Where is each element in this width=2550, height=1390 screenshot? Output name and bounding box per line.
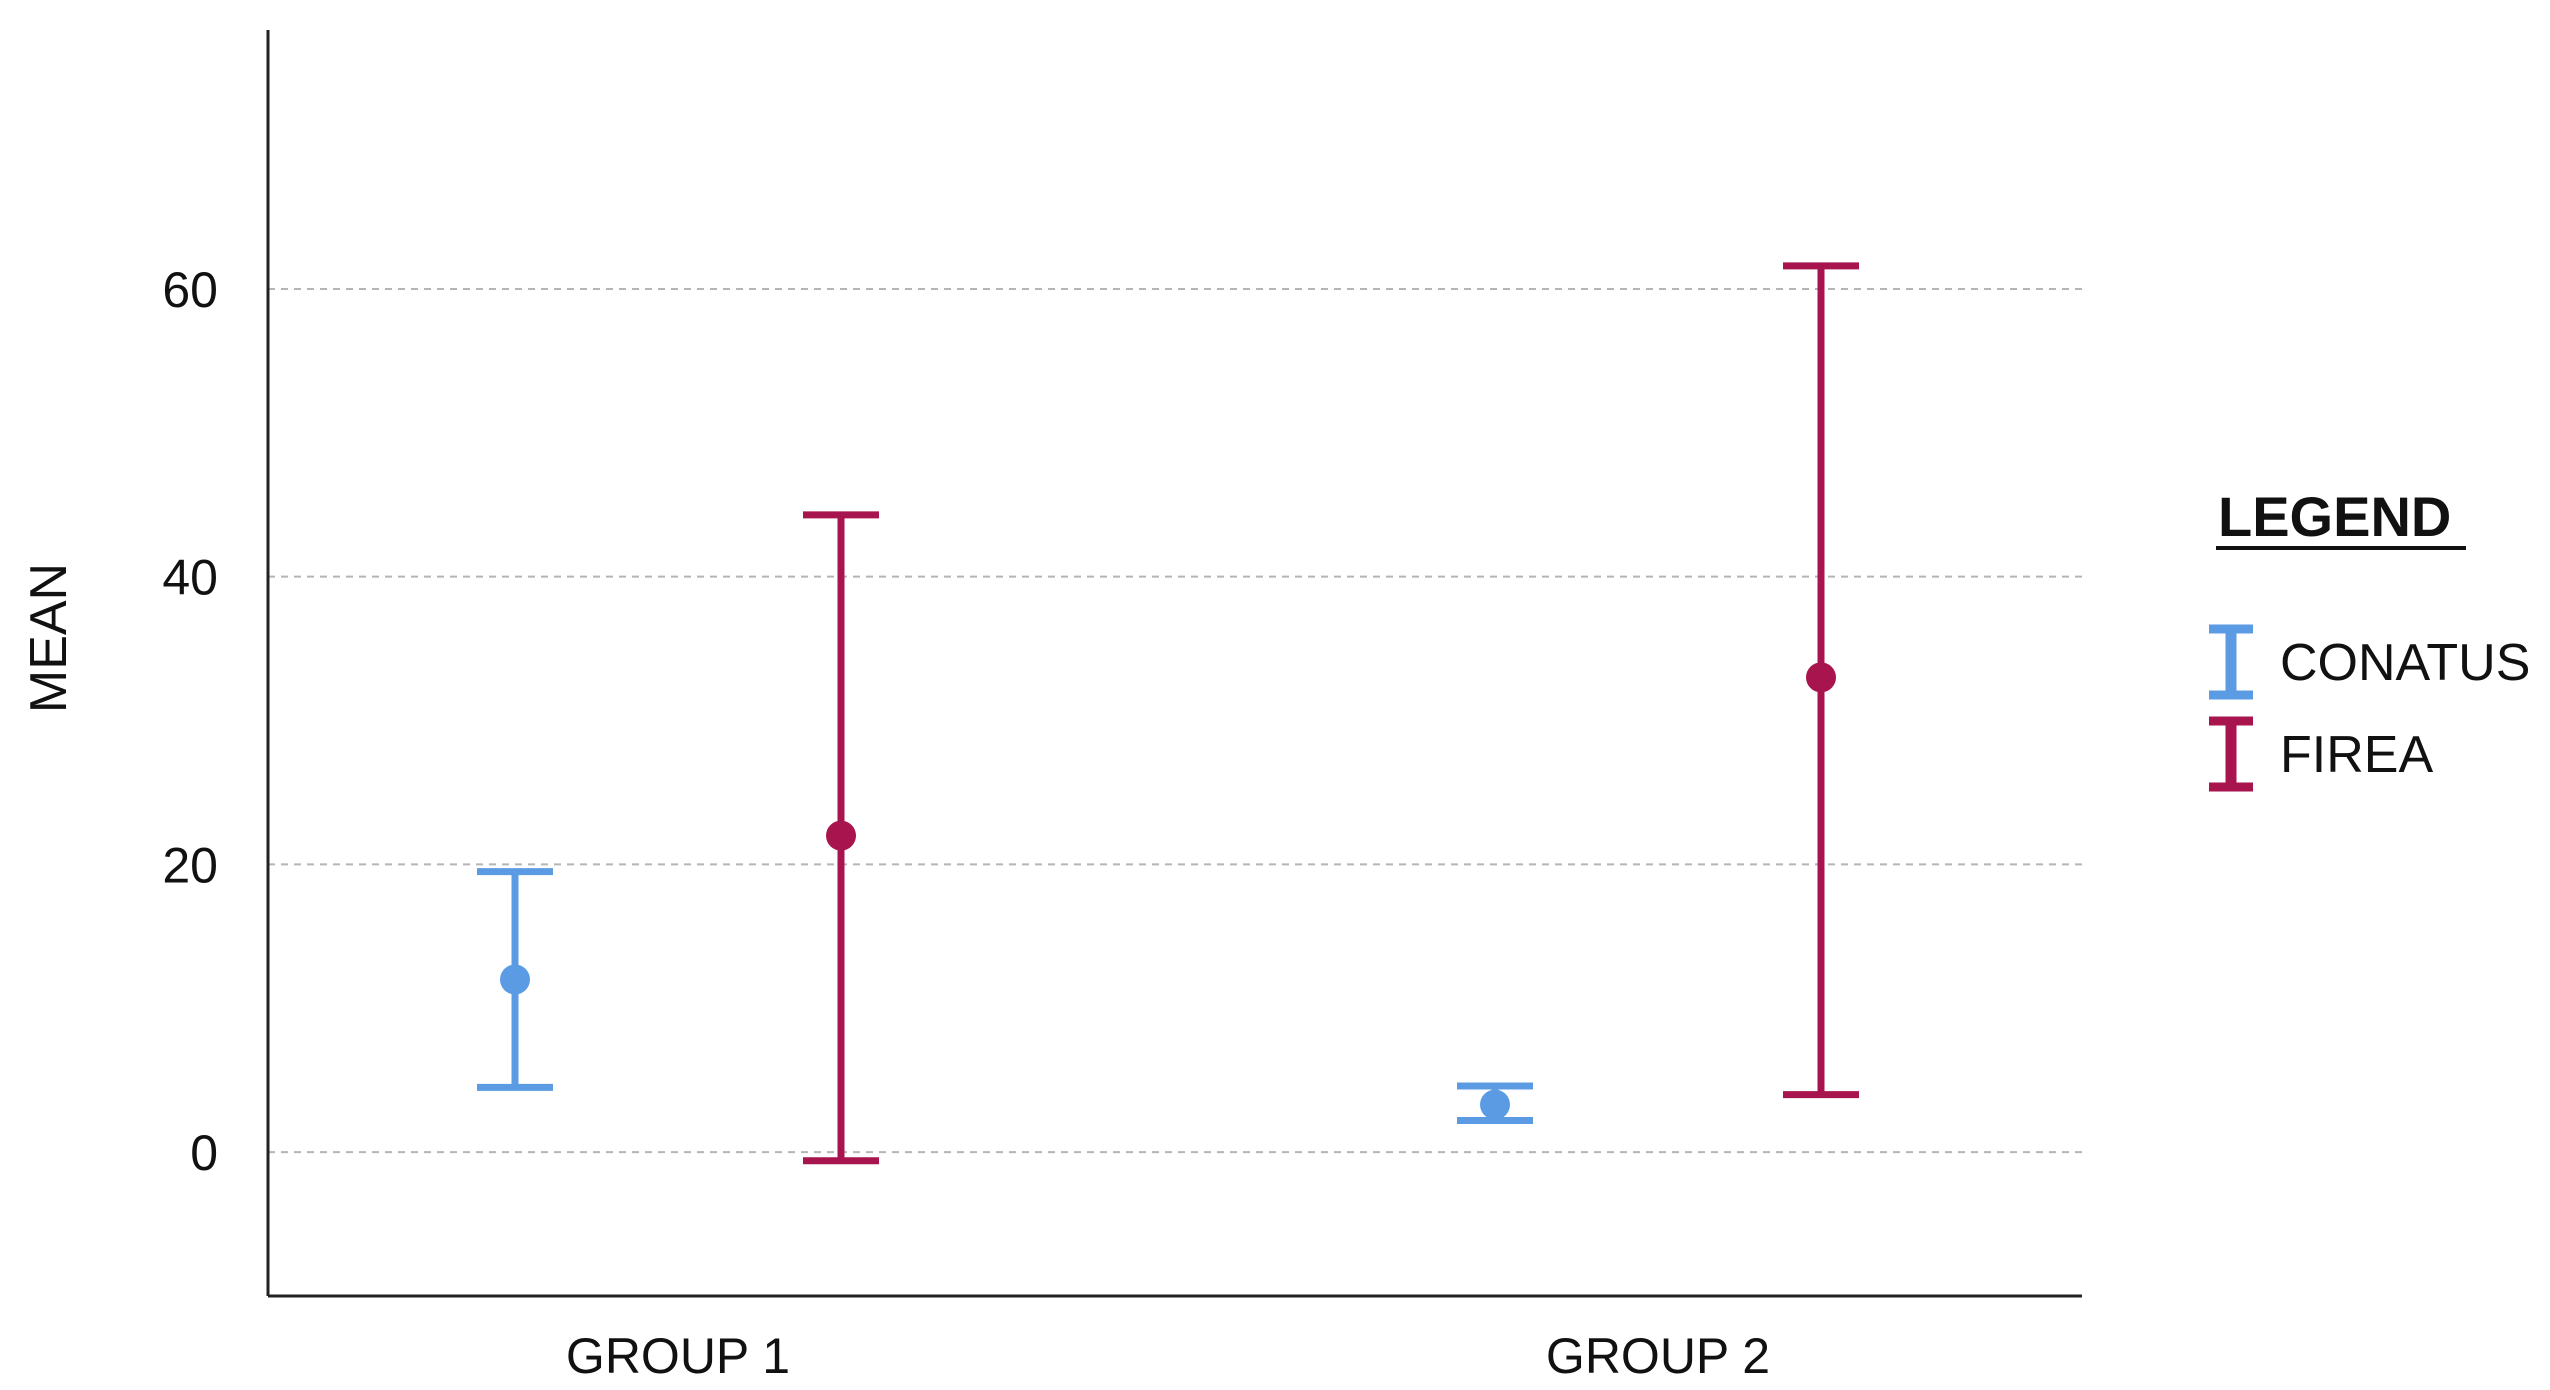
- legend-item-firea: FIREA: [2209, 716, 2433, 792]
- mean-point: [500, 964, 530, 995]
- series-conatus: [477, 868, 1533, 1124]
- y-tick-label: 20: [162, 837, 218, 893]
- legend: LEGEND CONATUS FIREA: [2209, 485, 2530, 792]
- y-tick-label: 60: [162, 262, 218, 318]
- mean-point: [826, 820, 856, 851]
- x-tick-label: GROUP 2: [1546, 1328, 1770, 1384]
- mean-point: [1480, 1089, 1510, 1120]
- axes: [266, 30, 2082, 1298]
- x-tick-labels: GROUP 1 GROUP 2: [566, 1328, 1770, 1384]
- y-tick-label: 0: [190, 1125, 218, 1181]
- y-tick-label: 40: [162, 550, 218, 606]
- x-tick-label: GROUP 1: [566, 1328, 790, 1384]
- legend-item-conatus: CONATUS: [2209, 624, 2530, 700]
- mean-point: [1806, 662, 1836, 693]
- grid-lines: [268, 287, 2082, 1154]
- legend-label: CONATUS: [2280, 634, 2530, 692]
- y-axis-title: MEAN: [20, 563, 78, 713]
- y-tick-labels: 0 20 40 60: [162, 262, 218, 1181]
- legend-label: FIREA: [2280, 726, 2433, 784]
- legend-title: LEGEND: [2218, 485, 2451, 548]
- series-marks: [477, 262, 1859, 1165]
- series-firea: [803, 262, 1859, 1165]
